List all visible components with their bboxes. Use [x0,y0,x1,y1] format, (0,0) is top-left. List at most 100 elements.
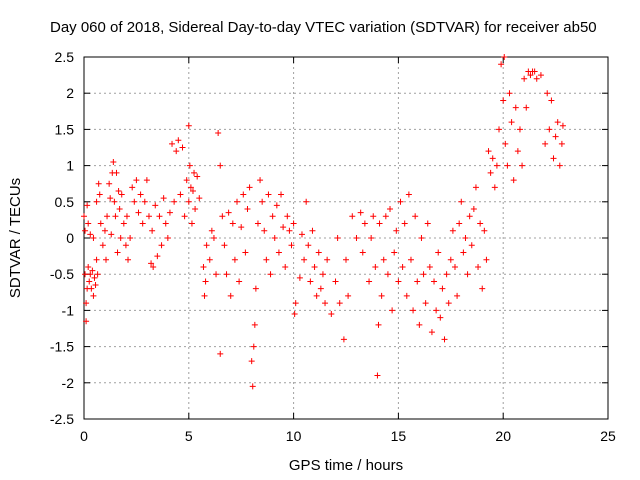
data-point [426,263,433,270]
data-point [171,198,178,205]
data-point [203,242,210,249]
data-point [527,72,534,79]
data-points [81,54,566,390]
data-point [90,292,97,299]
data-point [149,227,156,234]
data-point [107,195,114,202]
data-point [210,235,217,241]
data-point [133,177,140,184]
data-point [103,256,110,263]
data-point [412,213,419,220]
data-point [462,235,469,241]
data-point [332,278,339,285]
data-point [252,285,259,292]
data-point [491,184,498,191]
data-point [519,162,526,169]
data-point [376,220,383,227]
data-point [158,242,165,249]
data-point [251,321,258,328]
data-point [317,285,324,292]
data-point [424,220,431,227]
x-tick-label: 15 [391,428,407,444]
data-point [91,274,98,281]
data-point [479,285,486,292]
data-point [196,195,203,202]
data-point [307,278,314,285]
data-point [115,187,122,194]
data-point [206,256,213,263]
data-point [183,177,190,184]
data-point [460,249,467,256]
data-point [418,235,425,241]
data-point [164,235,171,241]
data-point [106,180,113,187]
data-point [366,278,373,285]
data-point [150,263,157,270]
data-point [449,227,456,234]
data-point [275,249,282,256]
data-point [120,220,127,227]
data-point [187,184,194,191]
data-point [445,300,452,307]
data-point [374,372,381,379]
data-point [443,271,450,278]
x-axis-label: GPS time / hours [289,457,403,474]
data-point [87,271,94,278]
data-point [447,256,454,263]
data-point [493,162,500,169]
data-point [208,227,215,234]
data-point [217,350,224,357]
data-point [85,220,92,227]
data-point [244,206,251,213]
data-point [395,278,402,285]
data-point [229,220,236,227]
data-point [375,321,382,328]
x-axis: 0 5 10 15 20 25 [80,57,616,444]
data-point [82,271,89,278]
data-point [384,271,391,278]
data-point [451,263,458,270]
data-point [523,104,530,111]
data-point [521,75,528,82]
data-point [263,256,270,263]
data-point [370,213,377,220]
data-point [122,242,129,249]
data-point [485,148,492,155]
x-tick-label: 20 [495,428,511,444]
data-point [502,140,509,147]
data-point [475,263,482,270]
y-tick-label: 1 [66,158,74,174]
data-point [414,278,421,285]
data-point [286,227,293,234]
data-point [359,249,366,256]
y-tick-label: -1.5 [50,339,74,355]
data-point [82,227,89,234]
data-point [343,256,349,263]
data-point [254,220,261,227]
data-point [278,191,285,198]
data-point [516,126,523,133]
data-point [181,213,188,220]
data-point [481,227,488,234]
data-point [290,220,297,227]
x-tick-label: 10 [286,428,302,444]
data-point [141,198,148,205]
data-point [96,191,103,198]
data-point [99,242,106,249]
data-point [269,213,276,220]
data-point [533,75,540,82]
data-point [487,169,494,176]
data-point [361,220,368,227]
data-point [189,187,196,194]
data-point [186,162,193,169]
data-point [116,206,123,213]
grid-lines [84,57,608,419]
data-point [441,336,448,343]
data-point [175,137,182,144]
y-tick-label: 0.5 [55,194,75,210]
data-point [154,253,161,260]
data-point [387,206,394,213]
data-point [217,162,224,169]
data-point [139,220,146,227]
